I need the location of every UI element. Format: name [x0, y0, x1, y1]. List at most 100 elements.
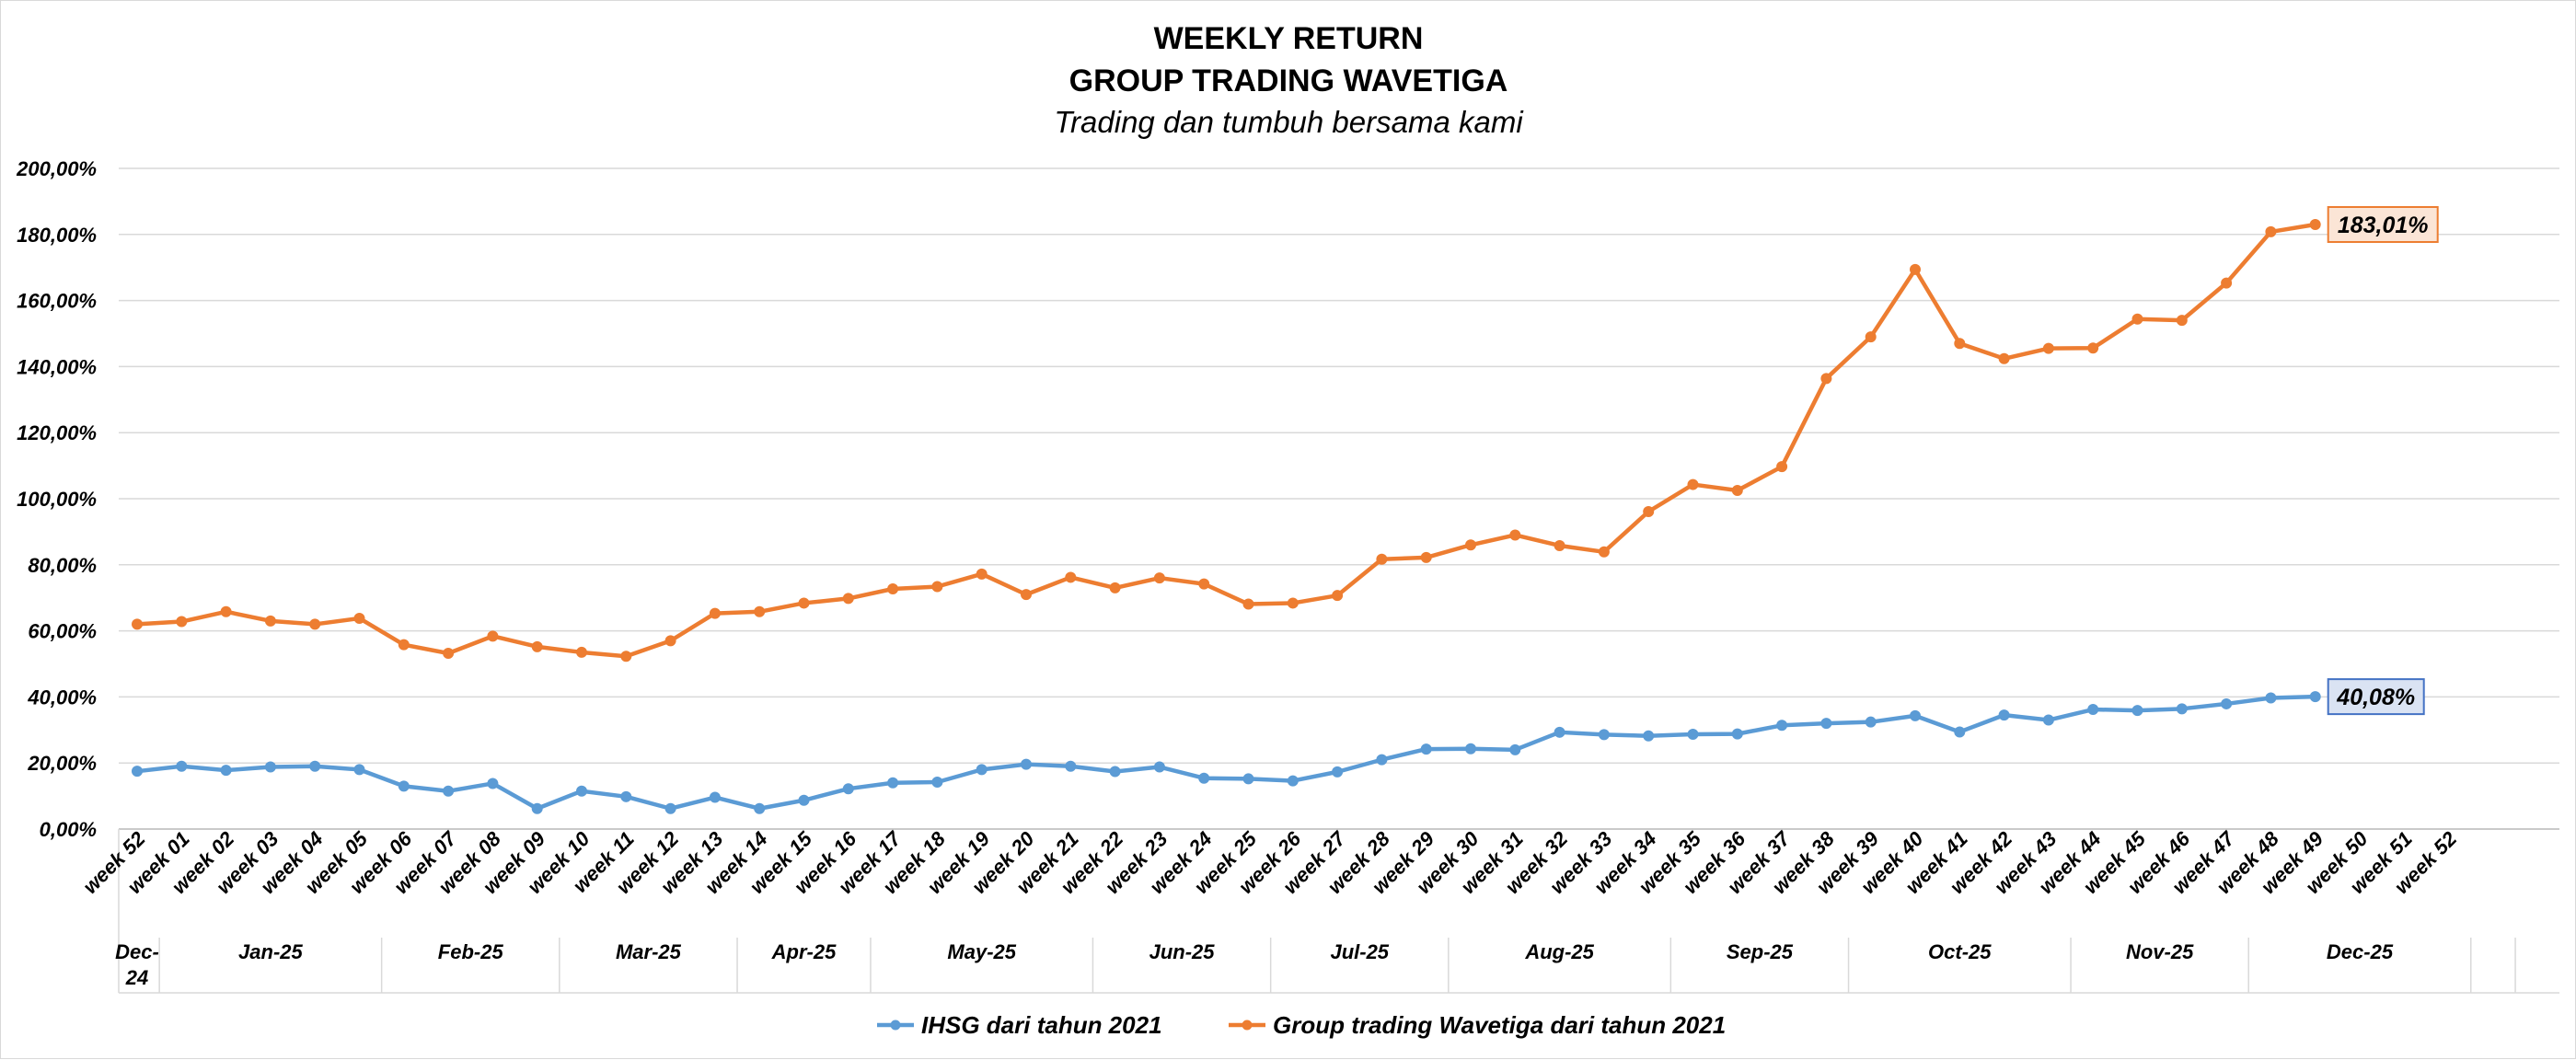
data-point — [2087, 342, 2099, 354]
month-label: 24 — [125, 966, 148, 989]
data-point — [1465, 539, 1476, 551]
data-point — [798, 597, 810, 609]
month-label: Jan-25 — [238, 940, 303, 963]
month-label: Nov-25 — [2126, 940, 2194, 963]
data-point — [2309, 691, 2321, 703]
data-point — [1776, 720, 1788, 732]
y-tick-label: 160,00% — [17, 290, 97, 313]
data-point — [1598, 729, 1610, 741]
data-point — [1021, 758, 1032, 770]
data-point — [1554, 726, 1565, 738]
month-label: Feb-25 — [438, 940, 504, 963]
data-point — [1687, 478, 1699, 490]
data-point — [976, 568, 988, 580]
axes: 0,00% 20,00% 40,00% 60,00% 80,00% 100,00% 120,… — [16, 157, 2559, 994]
data-point — [887, 777, 899, 789]
y-tick-label: 200,00% — [16, 157, 97, 180]
data-point — [1954, 338, 1966, 350]
y-tick-label: 40,00% — [27, 686, 97, 709]
data-point — [531, 640, 543, 652]
series-lines — [132, 218, 2321, 814]
y-tick-label: 120,00% — [17, 421, 97, 444]
month-label: Aug-25 — [1524, 940, 1594, 963]
data-point — [2131, 705, 2143, 717]
data-point — [1731, 485, 1743, 497]
gridlines — [119, 167, 2559, 830]
legend-swatch-marker — [890, 1020, 901, 1031]
month-label: Dec-25 — [2327, 940, 2394, 963]
data-point — [1509, 743, 1521, 755]
chart-subtitle: Trading dan tumbuh bersama kami — [1054, 105, 1524, 139]
data-point — [2309, 218, 2321, 230]
data-point — [1998, 352, 2010, 364]
data-point — [531, 802, 543, 814]
data-point — [1910, 709, 1921, 721]
data-point — [2265, 225, 2277, 237]
data-point — [1109, 582, 1121, 593]
data-point — [1332, 590, 1344, 602]
data-point — [220, 765, 232, 777]
data-point — [2176, 703, 2188, 715]
data-point — [2221, 277, 2233, 289]
y-tick-label: 0,00% — [40, 818, 97, 841]
data-point — [1865, 716, 1877, 728]
y-tick-label: 80,00% — [28, 554, 97, 577]
data-point — [1420, 551, 1432, 563]
series-line — [134, 222, 2317, 659]
data-point — [2087, 704, 2099, 716]
data-label-box — [2327, 678, 2425, 716]
data-point — [220, 605, 232, 617]
month-label: Jul-25 — [1330, 940, 1389, 963]
data-point — [1198, 578, 1210, 590]
data-point — [842, 593, 854, 605]
data-point — [1198, 772, 1210, 784]
data-point — [798, 794, 810, 806]
data-label: 40,08% — [2336, 685, 2415, 710]
month-label: Sep-25 — [1727, 940, 1794, 963]
data-point — [176, 760, 188, 772]
data-point — [931, 777, 943, 789]
data-point — [754, 605, 766, 617]
data-point — [842, 783, 854, 795]
data-point — [1287, 775, 1299, 787]
y-tick-label: 60,00% — [28, 620, 97, 643]
data-point — [1865, 331, 1877, 343]
legend-swatch-marker — [1242, 1020, 1253, 1031]
data-point — [1109, 766, 1121, 778]
data-point — [664, 635, 676, 647]
data-point — [398, 639, 410, 651]
data-point — [1643, 506, 1655, 518]
data-point — [132, 766, 143, 778]
y-tick-label: 20,00% — [27, 752, 97, 775]
data-point — [1420, 743, 1432, 755]
legend: IHSG dari tahun 2021 Group trading Waveti… — [877, 1011, 1726, 1039]
data-point — [620, 790, 632, 802]
data-point — [1242, 773, 1254, 785]
data-point — [2265, 692, 2277, 704]
data-point — [309, 618, 321, 630]
data-point — [1731, 728, 1743, 740]
chart-title: WEEKLY RETURN — [1154, 21, 1424, 56]
data-point — [2042, 714, 2054, 726]
legend-label: IHSG dari tahun 2021 — [921, 1011, 1162, 1039]
data-point — [132, 618, 143, 630]
data-point — [1065, 571, 1077, 583]
data-point — [1465, 743, 1476, 755]
data-point — [1242, 598, 1254, 610]
data-point — [1954, 726, 1966, 738]
data-point — [620, 651, 632, 662]
data-point — [1820, 373, 1832, 385]
month-label: Jun-25 — [1149, 940, 1216, 963]
data-point — [264, 615, 276, 627]
data-point — [398, 780, 410, 792]
y-tick-label: 100,00% — [17, 488, 97, 511]
data-point — [353, 612, 365, 624]
data-point — [443, 648, 455, 660]
data-point — [1509, 529, 1521, 541]
data-point — [2221, 697, 2233, 709]
y-tick-label: 140,00% — [17, 355, 97, 378]
month-label: Mar-25 — [616, 940, 682, 963]
data-point — [2131, 313, 2143, 325]
data-point — [1376, 553, 1388, 565]
